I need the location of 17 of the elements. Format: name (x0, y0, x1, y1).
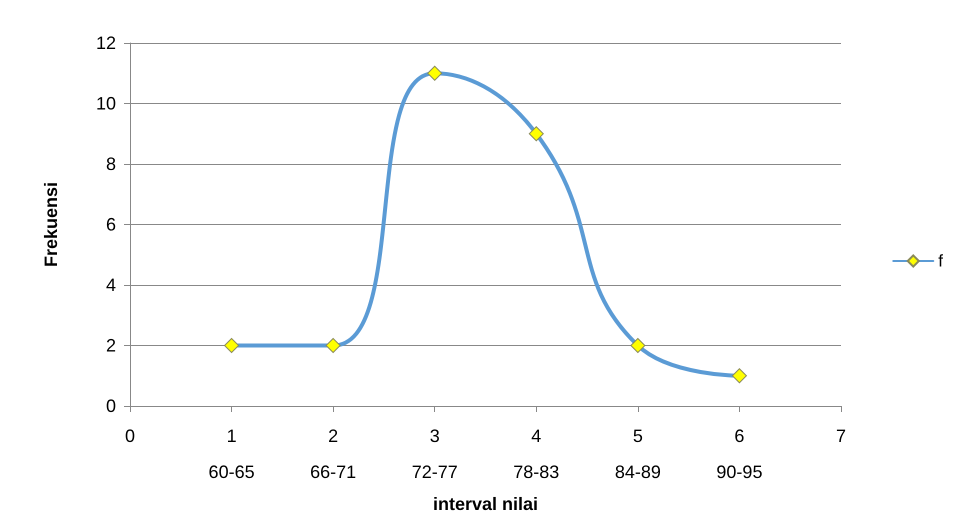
x-tick-label: 0 (124, 426, 136, 446)
x-axis-title: interval nilai (432, 494, 538, 514)
y-tick-label: 10 (96, 94, 116, 114)
y-tick-label: 6 (106, 214, 116, 234)
y-tick-label: 8 (106, 154, 116, 174)
y-axis-title: Frekuensi (41, 182, 61, 268)
x-tick-label: 1 60-65 (208, 426, 255, 482)
x-tick-label: 5 84-89 (614, 426, 661, 482)
y-tick-label: 2 (106, 336, 116, 356)
x-tick-label: 4 78-83 (513, 426, 560, 482)
x-tick-label: 6 90-95 (716, 426, 762, 482)
x-tick-label: 2 66-71 (310, 426, 356, 482)
y-tick-label: 0 (106, 396, 116, 416)
legend-label: f (938, 252, 944, 270)
x-tick-label: 7 (836, 426, 846, 446)
y-tick-label: 4 (106, 275, 116, 295)
y-tick-label: 12 (96, 33, 116, 53)
